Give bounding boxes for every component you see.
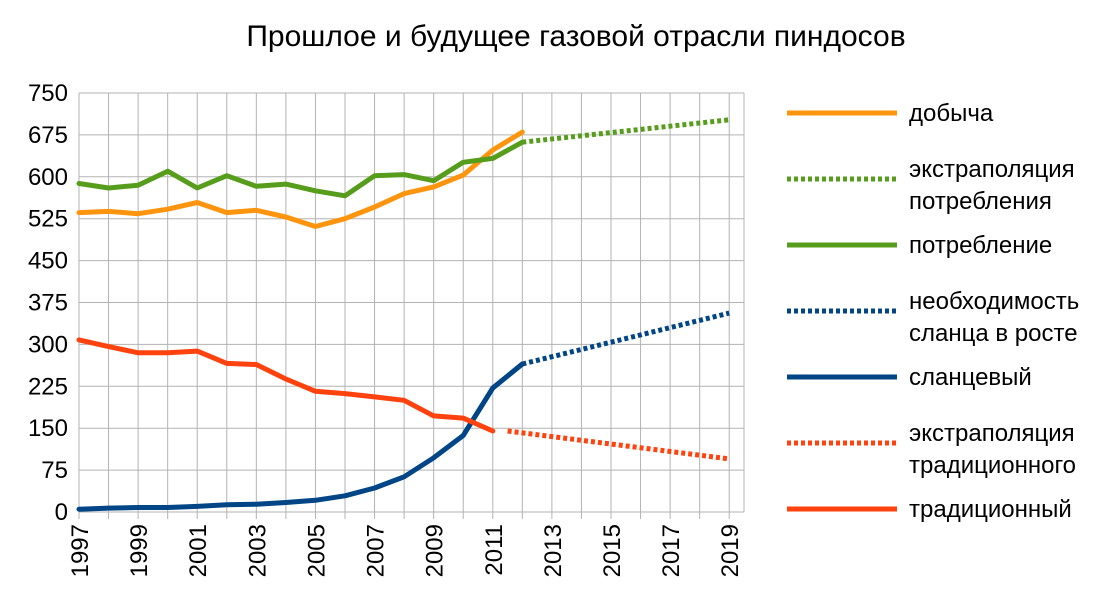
x-tick-label: 2011: [481, 524, 508, 576]
legend-item-сланцевый: сланцевый: [787, 364, 1032, 391]
legend-item-экстраполяция-традиционного: экстраполяция традиционного: [787, 420, 1076, 479]
legend-label: традиционного: [909, 452, 1076, 479]
legend-label: сланцевый: [909, 364, 1032, 391]
legend-label: сланца в росте: [909, 320, 1078, 347]
legend: добыча экстраполяция потребления потреблени…: [787, 100, 1079, 523]
y-axis-tick-labels: 0 75 150 225 300 375 450 525 600 675 750: [28, 80, 68, 526]
legend-label: добыча: [909, 100, 994, 127]
chart-title: Прошлое и будущее газовой отрасли пиндос…: [246, 20, 905, 53]
x-tick-label: 2009: [422, 524, 449, 577]
y-tick-label: 150: [28, 415, 68, 442]
y-tick-label: 75: [41, 457, 68, 484]
y-tick-label: 300: [28, 331, 68, 358]
x-tick-label: 2017: [658, 524, 685, 577]
legend-item-экстраполяция-потребления: экстраполяция потребления: [787, 156, 1075, 215]
x-tick-label: 2019: [717, 524, 744, 577]
y-tick-label: 0: [55, 499, 68, 526]
series-line-сланцевый: [76, 361, 525, 512]
x-tick-label: 2003: [244, 524, 271, 577]
y-tick-label: 225: [28, 373, 68, 400]
y-tick-label: 600: [28, 164, 68, 191]
series-line-необходимость-сланца-в-росте: [521, 310, 730, 367]
y-tick-label: 450: [28, 248, 68, 275]
series-line-традиционный: [76, 337, 496, 434]
data-series: [76, 117, 730, 512]
x-tick-label: 2007: [363, 524, 390, 577]
grid-lines: [78, 92, 745, 519]
legend-label: экстраполяция: [909, 420, 1075, 447]
legend-item-добыча: добыча: [787, 100, 994, 127]
x-axis-tick-labels: 1997 1999 2001 2003 2005 2007 2009 2011 2013 2015…: [67, 524, 744, 577]
y-tick-label: 675: [28, 122, 68, 149]
legend-label: традиционный: [909, 496, 1072, 523]
y-tick-label: 375: [28, 290, 68, 317]
legend-item-традиционный: традиционный: [787, 496, 1072, 523]
legend-item-потребление: потребление: [787, 232, 1052, 259]
x-tick-label: 1997: [67, 524, 94, 577]
legend-label: потребления: [909, 188, 1052, 215]
x-tick-label: 2005: [303, 524, 330, 577]
x-tick-label: 2001: [185, 524, 212, 577]
legend-item-необходимость-сланца-в-росте: необходимость сланца в росте: [787, 288, 1079, 347]
series-line-потребление: [76, 139, 525, 199]
y-tick-label: 525: [28, 206, 68, 233]
legend-label: необходимость: [909, 288, 1079, 315]
series-line-экстраполяция-традиционного: [507, 428, 730, 462]
series-line-экстраполяция-потребления: [522, 117, 730, 145]
legend-label: потребление: [909, 232, 1052, 259]
x-tick-label: 1999: [126, 524, 153, 577]
x-tick-label: 2015: [599, 524, 626, 577]
series-line-добыча: [76, 129, 525, 229]
legend-label: экстраполяция: [909, 156, 1075, 183]
x-tick-label: 2013: [540, 524, 567, 577]
y-tick-label: 750: [28, 80, 68, 107]
